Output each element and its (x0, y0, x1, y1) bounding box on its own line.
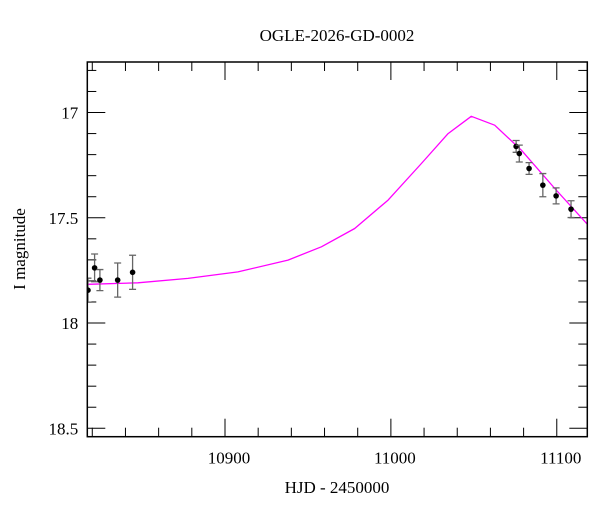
model-curve (87, 115, 588, 285)
plot-frame (86, 61, 589, 438)
x-tick-label: 10900 (208, 449, 251, 468)
x-axis-label: HJD - 2450000 (285, 478, 390, 497)
data-point-marker (114, 277, 121, 283)
data-point-marker (91, 265, 98, 271)
data-point (114, 262, 122, 298)
data-point (91, 253, 99, 283)
data-point-marker (516, 150, 523, 157)
data-point-marker (553, 193, 559, 199)
data-point (525, 161, 533, 176)
data-point-marker (540, 182, 546, 188)
y-tick-label: 17 (61, 104, 79, 123)
y-tick-label: 18 (61, 314, 78, 333)
data-point-marker (97, 277, 103, 283)
model-curve-group (87, 115, 588, 285)
x-tick-label: 11100 (540, 449, 581, 468)
data-point-marker (129, 269, 136, 276)
y-axis-label: I magnitude (10, 208, 29, 290)
data-point-marker (87, 287, 91, 293)
data-point-marker (513, 143, 519, 150)
data-point (96, 268, 104, 292)
data-point (539, 172, 547, 198)
x-tick-label: 11000 (374, 449, 416, 468)
data-points-group (87, 139, 575, 303)
axes: 10900 11000 11100 17 17.5 18 18.5 (49, 62, 588, 468)
data-point (567, 200, 575, 219)
y-tick-label: 17.5 (49, 209, 79, 228)
chart-title: OGLE-2026-GD-0002 (260, 26, 415, 45)
data-point-marker (526, 165, 532, 172)
data-point (552, 187, 560, 205)
data-point-marker (568, 206, 574, 212)
data-point (129, 254, 137, 290)
data-point (515, 144, 523, 163)
y-tick-label: 18.5 (49, 419, 79, 438)
